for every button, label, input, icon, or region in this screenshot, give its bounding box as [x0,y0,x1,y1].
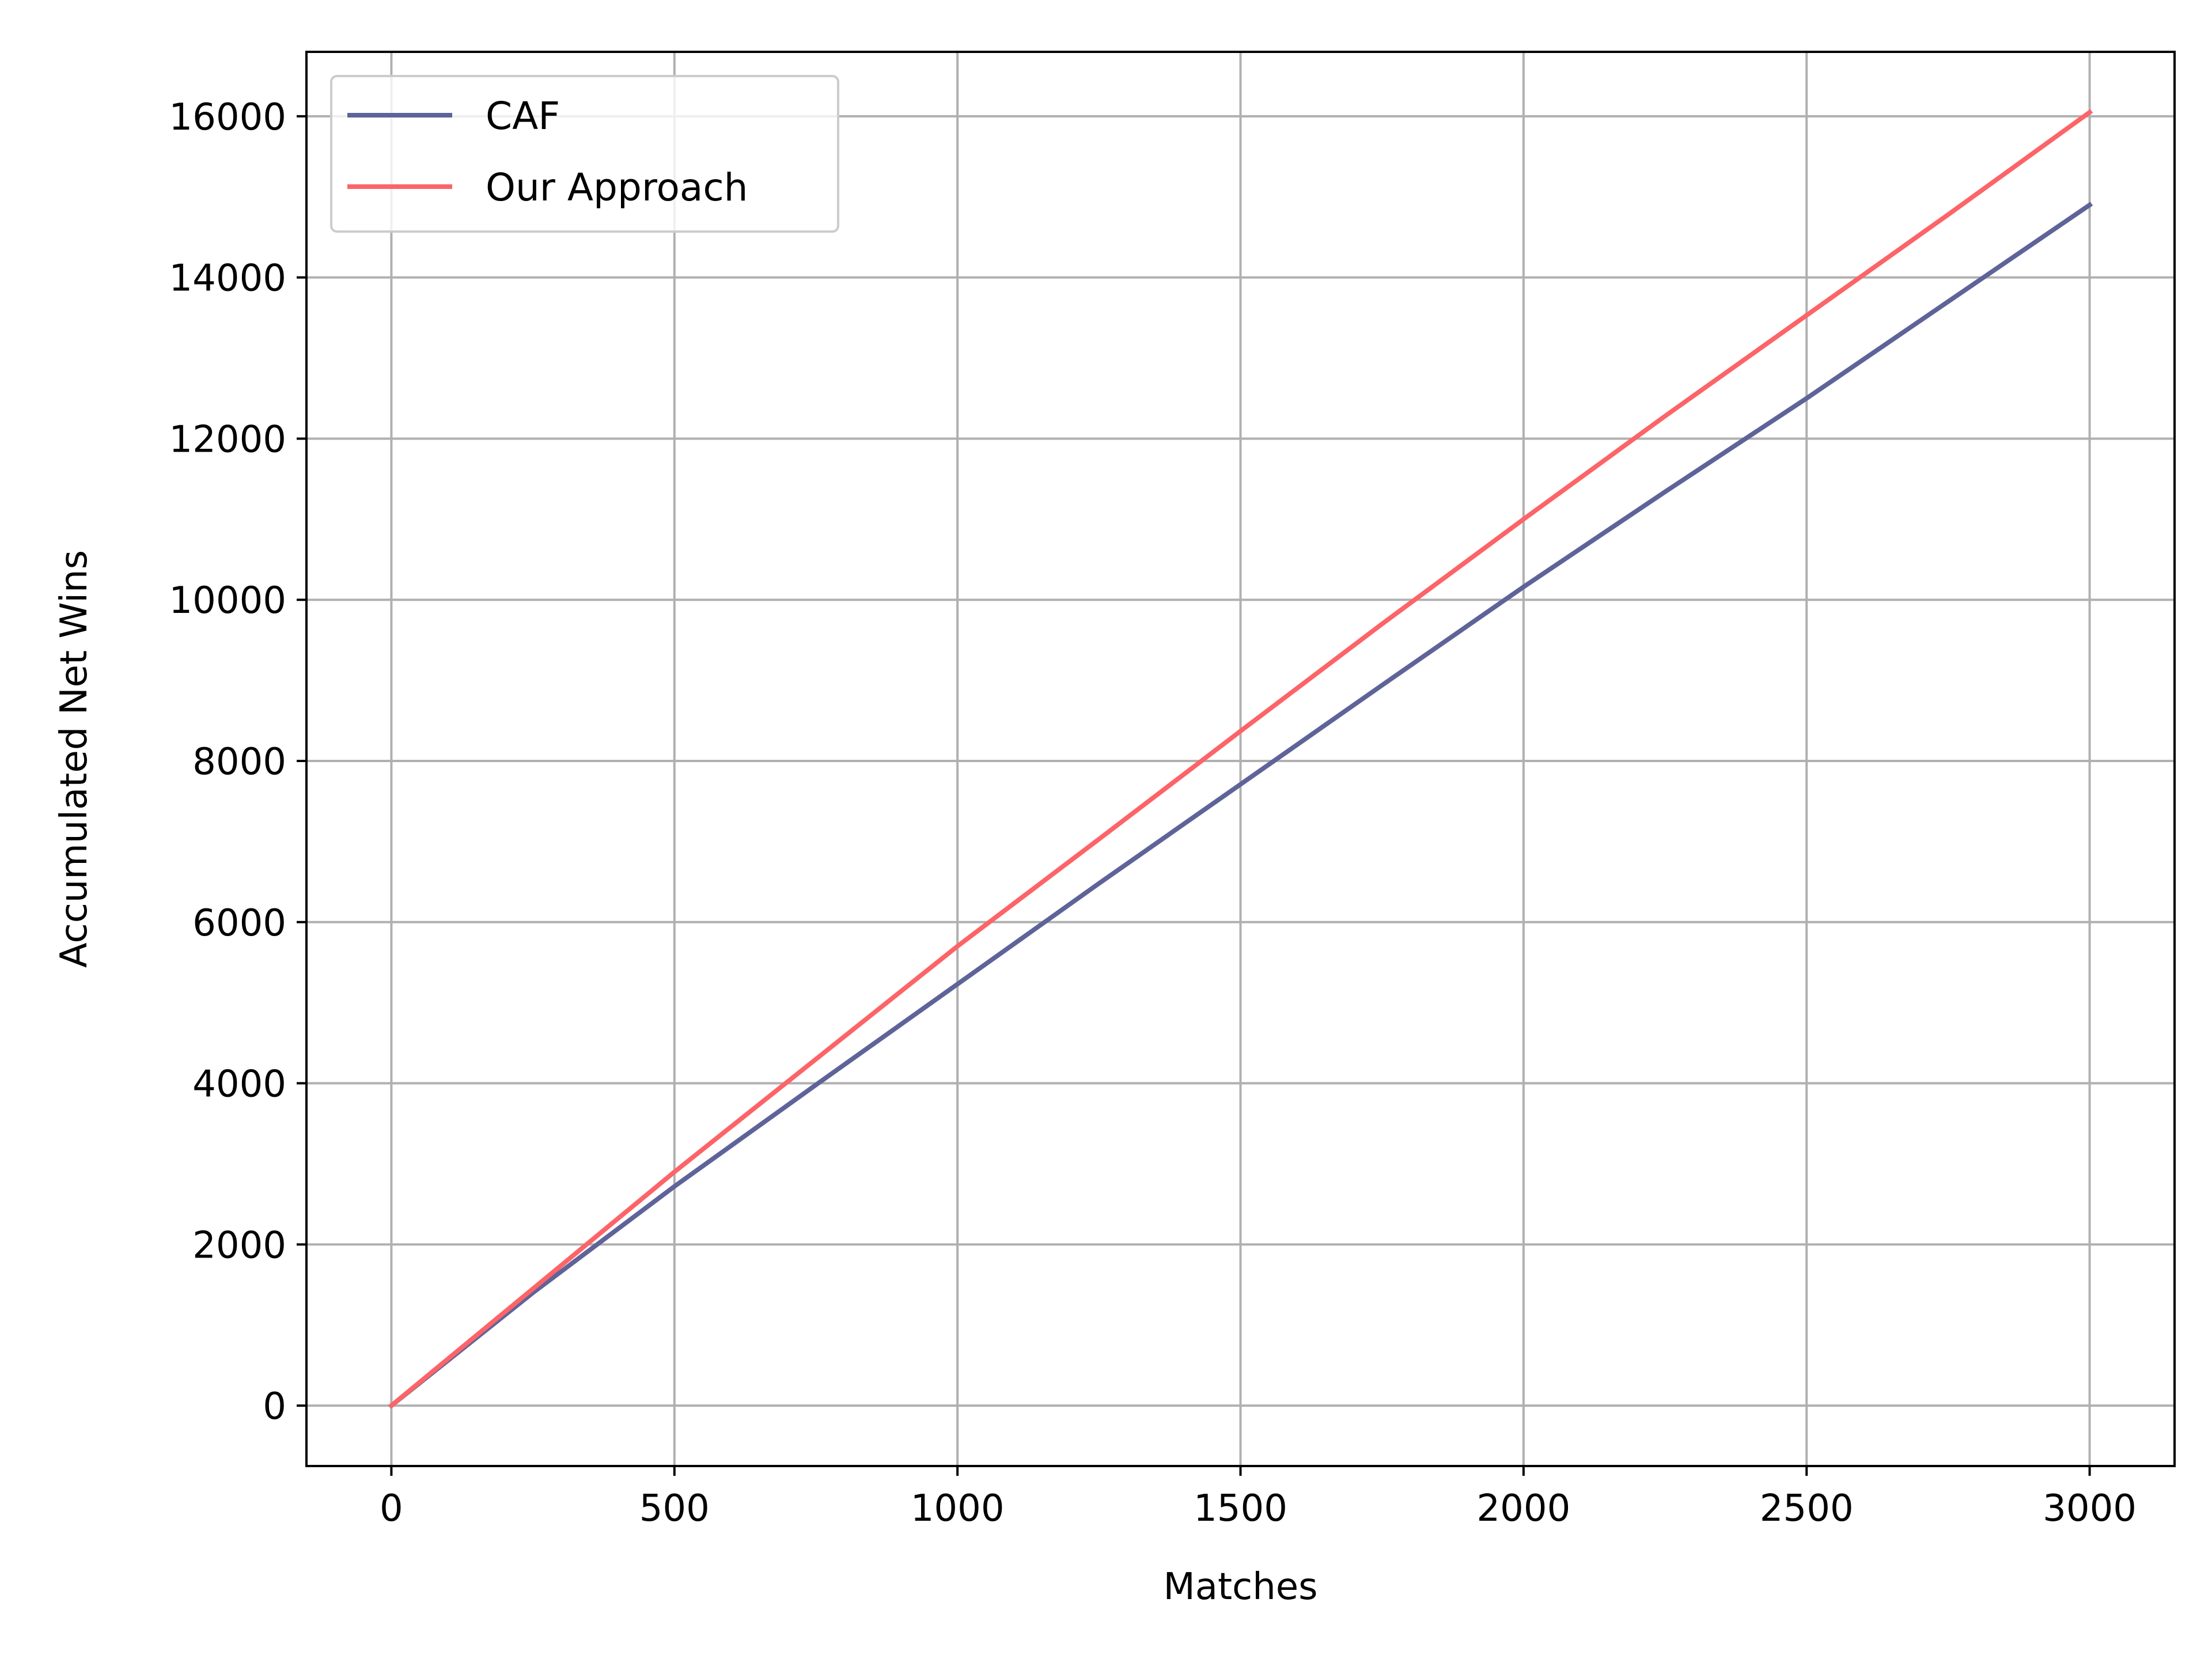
y-tick-label: 12000 [169,418,286,461]
y-tick-label: 0 [263,1385,286,1428]
y-tick-label: 6000 [192,902,286,945]
y-tick-label: 10000 [169,579,286,622]
legend-label: CAF [486,94,560,138]
y-tick-label: 16000 [169,96,286,139]
x-tick-label: 500 [639,1487,710,1530]
x-axis-label: Matches [1164,1566,1318,1608]
x-tick-label: 0 [380,1487,403,1530]
legend-box [330,75,839,233]
y-axis-label: Accumulated Net Wins [53,550,96,968]
x-tick-label: 1500 [1194,1487,1287,1530]
series-lines [388,109,2093,1409]
legend-label: Our Approach [486,165,748,210]
x-tick-label: 3000 [2043,1487,2137,1530]
x-axis: 0 500 1000 1500 2000 2500 3000 [380,1466,2137,1530]
x-tick-label: 1000 [911,1487,1005,1530]
legend: CAF Our Approach [330,75,839,233]
series-line-caf [388,202,2093,1409]
x-tick-label: 2000 [1476,1487,1570,1530]
series-line-our-approach [388,109,2093,1409]
x-tick-label: 2500 [1760,1487,1854,1530]
y-tick-label: 2000 [192,1224,286,1267]
grid [306,52,2175,1466]
y-tick-label: 8000 [192,741,286,783]
y-tick-label: 14000 [169,257,286,300]
y-tick-label: 4000 [192,1063,286,1106]
y-axis: 0 2000 4000 6000 8000 10000 12000 14000 16000 [169,96,306,1428]
